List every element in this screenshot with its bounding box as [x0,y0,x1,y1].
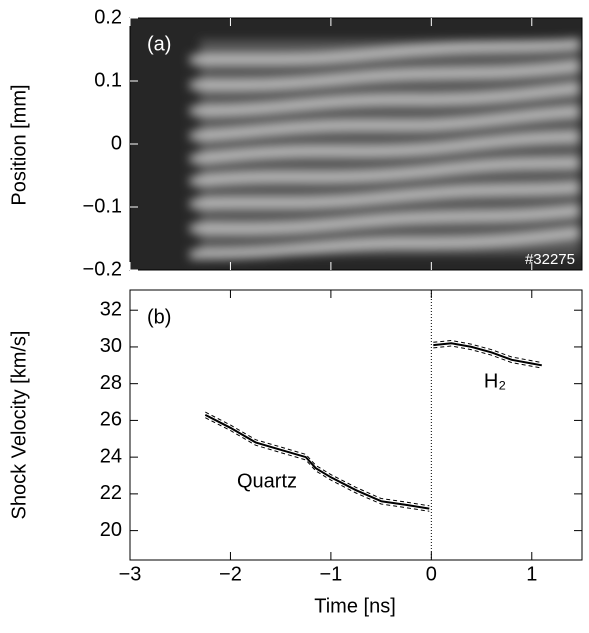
error-bound [205,417,430,512]
x-tick-label: −3 [119,563,142,585]
fringe [189,158,581,186]
fringe [189,182,581,209]
x-tick-label: −2 [219,563,242,585]
panel-b-frame [129,289,583,561]
fringe [189,107,581,141]
y-tick-label: 20 [100,519,122,541]
fringe [190,205,581,234]
x-tick-label: −1 [319,563,342,585]
series-label: Quartz [237,470,297,492]
fringe [190,61,581,90]
y-tick-label: 32 [100,298,122,320]
y-tick-label: 0.1 [94,69,122,91]
y-tick-label: 30 [100,335,122,357]
x-tick-label: 1 [526,563,537,585]
fringe [189,132,581,164]
series-label: H₂ [484,370,506,392]
x-tick-label: 0 [426,563,437,585]
panel-label: (b) [147,306,171,328]
y-axis-label: Shock Velocity [km/s] [8,331,30,520]
fringe-pattern [189,38,581,259]
series-line [204,414,430,510]
x-axis-label: Time [ns] [314,595,396,617]
y-tick-label: 26 [100,409,122,431]
y-tick-label: 22 [100,482,122,504]
fringe [189,38,581,65]
error-bound [205,411,430,507]
y-axis-label: Position [mm] [8,84,30,205]
y-tick-label: 0.2 [94,6,122,28]
shot-number: #32275 [525,251,575,268]
y-tick-label: 24 [100,445,122,467]
series-line [433,342,542,367]
fringe [190,228,581,259]
y-tick-label: −0.1 [83,195,122,217]
y-tick-label: 28 [100,372,122,394]
y-tick-label: −0.2 [83,258,122,280]
error-bound [433,339,542,364]
error-bound [433,345,542,369]
y-tick-label: 0 [111,132,122,154]
panel-label: (a) [147,33,171,55]
fringe [189,83,581,116]
